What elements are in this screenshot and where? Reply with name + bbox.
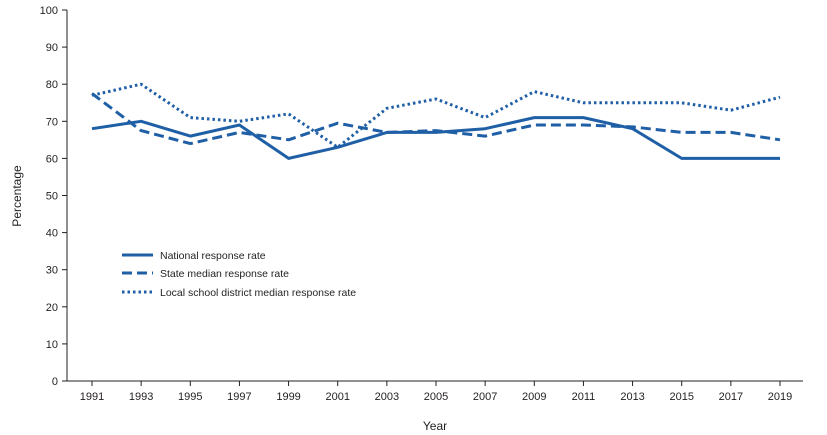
y-axis-title: Percentage <box>10 165 24 227</box>
x-tick-label: 1993 <box>129 391 153 403</box>
x-tick-label: 1991 <box>80 391 104 403</box>
y-tick-label: 80 <box>46 79 58 91</box>
series-line-state <box>91 92 781 146</box>
legend-label-national: National response rate <box>160 250 266 262</box>
x-tick-label: 2003 <box>375 391 399 403</box>
series-line-local <box>91 82 781 149</box>
x-tick-label: 2013 <box>620 391 644 403</box>
legend-item-state: State median response rate <box>122 268 289 280</box>
x-tick-label: 2011 <box>572 391 596 403</box>
x-tick-label: 2007 <box>473 391 497 403</box>
x-tick-label: 1997 <box>227 391 251 403</box>
y-tick-label: 30 <box>46 265 58 277</box>
x-tick-label: 1995 <box>178 391 202 403</box>
legend-label-local: Local school district median response ra… <box>160 287 356 299</box>
x-tick-label: 2001 <box>325 391 349 403</box>
x-tick-label: 2005 <box>424 391 448 403</box>
y-tick-label: 50 <box>46 191 58 203</box>
legend-label-state: State median response rate <box>160 268 289 280</box>
x-axis-title: Year <box>423 419 447 433</box>
x-tick-label: 2015 <box>669 391 693 403</box>
y-tick-label: 60 <box>46 153 58 165</box>
y-tick-label: 90 <box>46 42 58 54</box>
x-tick-label: 2017 <box>719 391 743 403</box>
x-tick-label: 1999 <box>276 391 300 403</box>
legend: National response rate State median resp… <box>122 250 356 299</box>
legend-item-national: National response rate <box>122 250 266 262</box>
x-axis-ticks: 1991 1993 1995 1997 1999 2001 2003 2005 2007 2009… <box>80 381 792 403</box>
x-tick-label: 2019 <box>768 391 792 403</box>
y-tick-label: 40 <box>46 228 58 240</box>
y-tick-label: 20 <box>46 302 58 314</box>
x-tick-label: 2009 <box>522 391 546 403</box>
series-line-national <box>91 116 780 160</box>
y-tick-label: 10 <box>46 339 58 351</box>
y-tick-label: 0 <box>52 376 58 388</box>
y-tick-label: 70 <box>46 116 58 128</box>
series-lines <box>91 82 781 160</box>
y-tick-label: 100 <box>40 5 58 17</box>
y-axis-ticks: 0 10 20 30 40 50 60 70 80 90 100 <box>40 5 67 388</box>
legend-item-local: Local school district median response ra… <box>122 287 356 299</box>
